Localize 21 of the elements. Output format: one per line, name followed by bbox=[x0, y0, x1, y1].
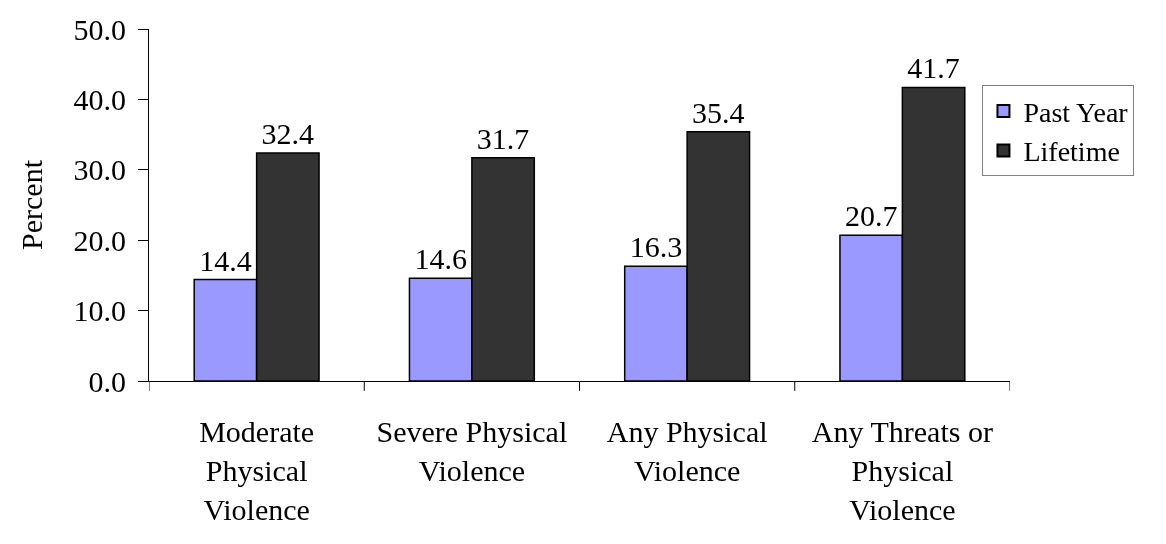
y-tick-label: 20.0 bbox=[73, 223, 126, 257]
x-tick-label: Any Threats or Physical Violence bbox=[811, 415, 993, 526]
y-tick-label: 0.0 bbox=[88, 364, 126, 398]
data-label: 14.4 bbox=[199, 243, 252, 277]
data-label: 32.4 bbox=[261, 116, 315, 150]
y-axis-title: Percent bbox=[14, 159, 48, 250]
y-tick-label: 10.0 bbox=[73, 294, 126, 328]
legend-label: Past Year bbox=[1023, 96, 1129, 128]
y-tick-label: 30.0 bbox=[73, 153, 126, 187]
data-label: 31.7 bbox=[476, 121, 530, 155]
x-tick-label: Severe Physical Violence bbox=[376, 415, 568, 487]
data-label: 41.7 bbox=[907, 51, 960, 85]
data-label: 14.6 bbox=[414, 242, 467, 276]
y-tick-label: 50.0 bbox=[73, 12, 126, 46]
y-tick-label: 40.0 bbox=[73, 82, 126, 116]
legend-label: Lifetime bbox=[1023, 136, 1120, 168]
data-label: 20.7 bbox=[844, 199, 898, 233]
x-tick-label: Moderate Physical Violence bbox=[199, 415, 315, 526]
data-label: 16.3 bbox=[629, 230, 683, 264]
data-label: 35.4 bbox=[692, 95, 745, 129]
x-tick-label: Any Physical Violence bbox=[606, 415, 768, 487]
